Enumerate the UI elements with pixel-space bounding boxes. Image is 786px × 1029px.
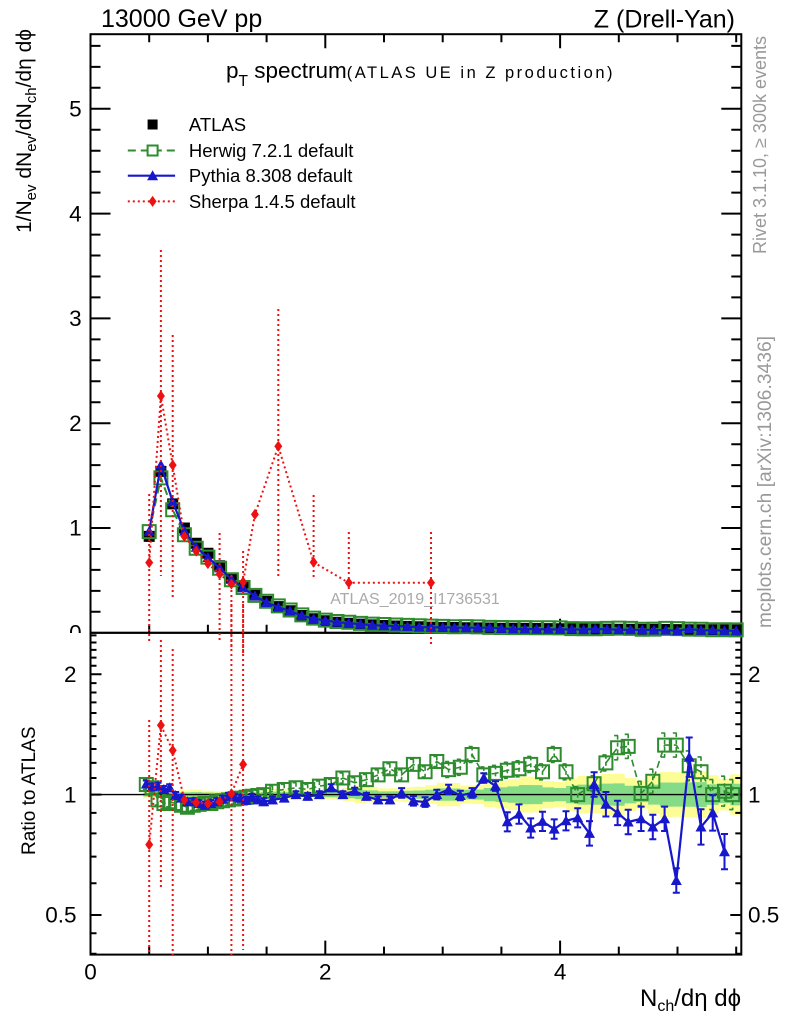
svg-text:4: 4 [554,959,567,984]
svg-text:1/Nev dNev/dNch/dη dϕ: 1/Nev dNev/dNch/dη dϕ [13,29,40,233]
svg-text:mcplots.cern.ch [arXiv:1306.34: mcplots.cern.ch [arXiv:1306.3436] [755,336,776,628]
svg-text:3: 3 [69,306,82,331]
svg-text:Herwig 7.2.1 default: Herwig 7.2.1 default [189,140,354,161]
svg-text:2: 2 [319,959,332,984]
svg-text:ATLAS_2019_I1736531: ATLAS_2019_I1736531 [330,591,500,608]
svg-text:Pythia 8.308 default: Pythia 8.308 default [189,165,353,186]
svg-text:0: 0 [84,959,97,984]
svg-text:Z (Drell-Yan): Z (Drell-Yan) [594,6,735,34]
svg-text:13000 GeV pp: 13000 GeV pp [101,5,262,33]
svg-text:0.5: 0.5 [45,903,76,928]
svg-text:1: 1 [748,782,761,807]
svg-text:2: 2 [69,411,82,436]
svg-text:0.5: 0.5 [748,903,779,928]
svg-text:Ratio to ATLAS: Ratio to ATLAS [19,727,40,856]
svg-text:2: 2 [64,662,77,687]
svg-text:5: 5 [69,97,82,122]
svg-text:0: 0 [69,621,82,646]
svg-text:1: 1 [64,782,77,807]
svg-text:Rivet 3.1.10, ≥ 300k events: Rivet 3.1.10, ≥ 300k events [750,36,770,254]
svg-text:1: 1 [69,516,82,541]
svg-text:4: 4 [69,201,82,226]
svg-text:Nch/dη dϕ: Nch/dη dϕ [640,985,741,1015]
svg-text:Sherpa 1.4.5 default: Sherpa 1.4.5 default [189,191,356,212]
svg-text:ATLAS: ATLAS [189,114,246,135]
svg-text:2: 2 [748,662,761,687]
